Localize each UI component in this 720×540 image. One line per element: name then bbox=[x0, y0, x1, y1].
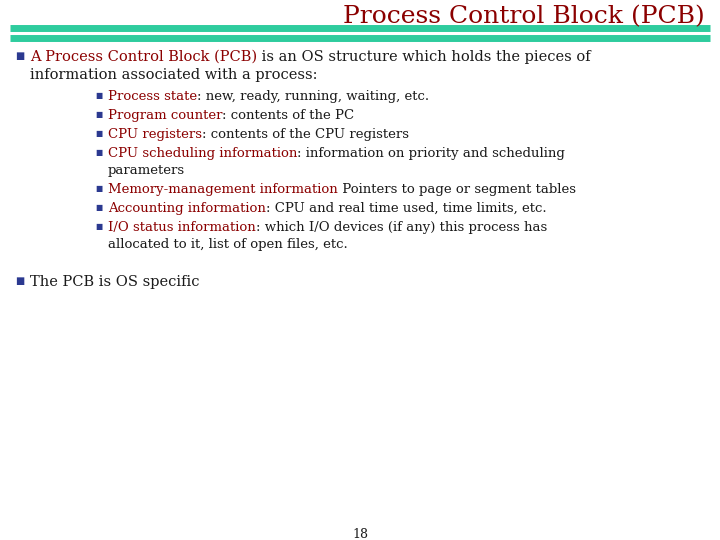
Text: : CPU and real time used, time limits, etc.: : CPU and real time used, time limits, e… bbox=[266, 202, 546, 215]
Text: Accounting information: Accounting information bbox=[108, 202, 266, 215]
Text: 18: 18 bbox=[352, 528, 368, 540]
Text: : which I/O devices (if any) this process has: : which I/O devices (if any) this proces… bbox=[256, 221, 547, 234]
Text: ■: ■ bbox=[15, 52, 24, 61]
Text: Process state: Process state bbox=[108, 90, 197, 103]
Text: ■: ■ bbox=[95, 111, 102, 119]
Text: ■: ■ bbox=[95, 204, 102, 212]
Text: The PCB is OS specific: The PCB is OS specific bbox=[30, 275, 199, 289]
Text: is an OS structure which holds the pieces of: is an OS structure which holds the piece… bbox=[257, 50, 590, 64]
Text: Pointers to page or segment tables: Pointers to page or segment tables bbox=[338, 183, 576, 196]
Text: : new, ready, running, waiting, etc.: : new, ready, running, waiting, etc. bbox=[197, 90, 429, 103]
Text: CPU scheduling information: CPU scheduling information bbox=[108, 147, 297, 160]
Text: allocated to it, list of open files, etc.: allocated to it, list of open files, etc… bbox=[108, 238, 348, 251]
Text: I/O status information: I/O status information bbox=[108, 221, 256, 234]
Text: A Process Control Block (PCB): A Process Control Block (PCB) bbox=[30, 50, 257, 64]
Text: parameters: parameters bbox=[108, 164, 185, 177]
Text: Program counter: Program counter bbox=[108, 109, 222, 122]
Text: : contents of the CPU registers: : contents of the CPU registers bbox=[202, 128, 409, 141]
Text: : information on priority and scheduling: : information on priority and scheduling bbox=[297, 147, 565, 160]
Text: Process Control Block (PCB): Process Control Block (PCB) bbox=[343, 5, 705, 28]
Text: ■: ■ bbox=[95, 149, 102, 157]
Text: : contents of the PC: : contents of the PC bbox=[222, 109, 355, 122]
Text: Memory-management information: Memory-management information bbox=[108, 183, 338, 196]
Text: CPU registers: CPU registers bbox=[108, 128, 202, 141]
Text: ■: ■ bbox=[15, 277, 24, 286]
Text: ■: ■ bbox=[95, 185, 102, 193]
Text: ■: ■ bbox=[95, 223, 102, 231]
Text: ■: ■ bbox=[95, 92, 102, 100]
Text: information associated with a process:: information associated with a process: bbox=[30, 68, 318, 82]
Text: ■: ■ bbox=[95, 130, 102, 138]
